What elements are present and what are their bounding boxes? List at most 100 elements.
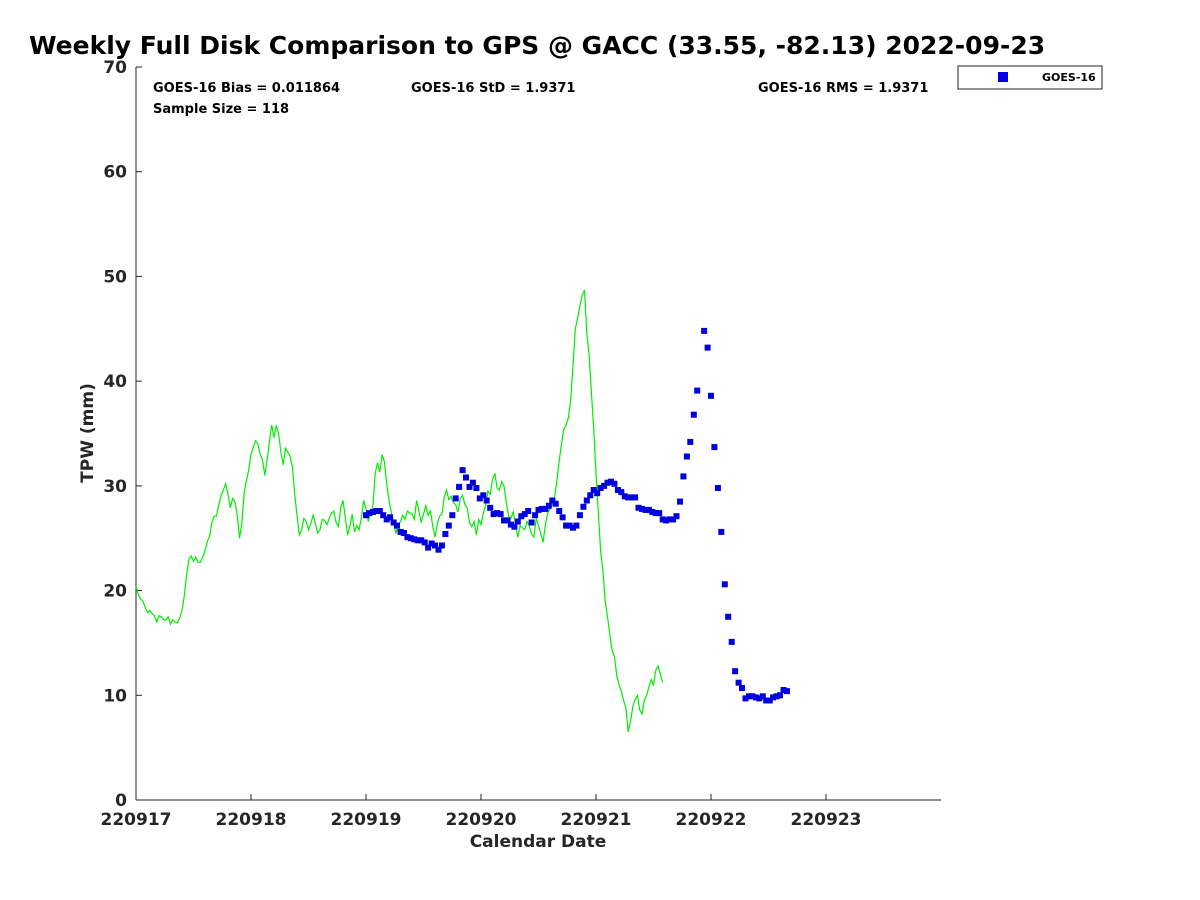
goes16-point xyxy=(549,497,556,504)
goes16-point xyxy=(645,506,652,513)
x-tick-label: 220919 xyxy=(331,810,402,830)
y-tick-label: 70 xyxy=(103,58,127,78)
goes16-point xyxy=(608,478,614,485)
goes16-point xyxy=(570,524,576,531)
legend-marker-goes16 xyxy=(998,72,1008,82)
goes16-point xyxy=(773,693,780,700)
goes16-point xyxy=(690,411,697,418)
goes16-point xyxy=(411,536,418,543)
goes16-point xyxy=(363,512,369,519)
x-axis-label: Calendar Date xyxy=(470,832,607,852)
goes16-point xyxy=(532,512,539,519)
goes16-point xyxy=(476,495,483,502)
goes16-point xyxy=(566,522,573,529)
goes16-point xyxy=(466,483,473,490)
goes16-point xyxy=(756,695,763,702)
goes16-point xyxy=(463,474,469,481)
goes16-point xyxy=(501,517,507,524)
goes16-point xyxy=(670,516,677,523)
goes16-point xyxy=(383,516,390,523)
series-gps-line xyxy=(135,289,664,733)
goes16-point xyxy=(652,510,659,517)
goes16-point xyxy=(480,492,487,499)
goes16-point xyxy=(552,500,559,507)
goes16-point xyxy=(666,516,673,523)
goes16-point xyxy=(369,509,376,515)
goes16-point xyxy=(632,494,639,501)
y-tick-label: 10 xyxy=(103,686,127,706)
goes16-point xyxy=(649,509,656,515)
goes16-point xyxy=(642,506,649,513)
goes16-point xyxy=(783,688,790,695)
goes16-point xyxy=(680,473,687,480)
goes16-point xyxy=(766,697,773,704)
stat-sample-size: Sample Size = 118 xyxy=(153,102,289,117)
goes16-point xyxy=(659,516,666,523)
goes16-point xyxy=(380,512,387,519)
goes16-point xyxy=(490,511,497,518)
goes16-point xyxy=(718,528,725,535)
goes16-point xyxy=(528,519,535,526)
goes16-point xyxy=(390,519,397,526)
goes16-point xyxy=(656,510,663,517)
goes16-point xyxy=(711,444,718,451)
goes16-point xyxy=(545,502,552,509)
x-tick-label: 220920 xyxy=(446,810,517,830)
y-tick-label: 20 xyxy=(103,582,127,602)
goes16-point xyxy=(563,522,570,529)
goes16-point xyxy=(487,504,494,511)
goes16-point xyxy=(590,487,597,493)
goes16-point xyxy=(407,535,414,542)
x-tick-label: 220923 xyxy=(791,810,862,830)
goes16-point xyxy=(452,495,459,502)
goes16-point xyxy=(400,530,407,536)
x-tick-label: 220917 xyxy=(101,810,172,830)
goes16-point xyxy=(597,485,604,491)
goes16-point xyxy=(725,613,732,620)
goes16-point xyxy=(628,494,635,501)
y-tick-label: 30 xyxy=(103,477,127,497)
goes16-point xyxy=(432,542,438,549)
goes16-point xyxy=(535,506,542,513)
goes16-point xyxy=(701,327,708,334)
goes16-point xyxy=(497,511,504,518)
goes16-point xyxy=(414,537,421,544)
goes16-point xyxy=(780,687,787,693)
x-ticks: 220917 220918 220919 220920 220921 220922 2209… xyxy=(101,794,862,830)
goes16-point xyxy=(438,542,445,549)
goes16-point xyxy=(732,668,739,675)
goes16-point xyxy=(604,479,611,486)
goes16-point xyxy=(473,485,480,491)
x-tick-label: 220918 xyxy=(216,810,287,830)
goes16-point xyxy=(397,528,404,535)
y-axis-label: TPW (mm) xyxy=(78,383,98,483)
goes16-point xyxy=(376,508,383,514)
stat-bias: GOES-16 Bias = 0.011864 xyxy=(153,81,340,96)
plot-area: 0 10 20 30 40 50 60 70 220917 220918 220919 220920… xyxy=(101,58,941,830)
goes16-point xyxy=(518,513,525,520)
goes16-point xyxy=(770,694,777,701)
goes16-point xyxy=(442,531,449,537)
goes16-point xyxy=(538,505,545,512)
goes16-point xyxy=(576,512,583,519)
goes16-point xyxy=(639,505,645,512)
goes16-point xyxy=(739,685,745,691)
x-tick-label: 220921 xyxy=(561,810,632,830)
stat-std: GOES-16 StD = 1.9371 xyxy=(411,81,575,96)
goes16-point xyxy=(683,453,690,460)
goes16-point xyxy=(708,392,714,399)
goes16-point xyxy=(777,692,783,699)
y-ticks: 0 10 20 30 40 50 60 70 xyxy=(103,58,142,811)
goes16-point xyxy=(694,387,701,394)
goes16-point xyxy=(742,695,749,702)
goes16-point xyxy=(749,693,756,700)
goes16-point xyxy=(435,546,442,553)
goes16-point xyxy=(673,513,680,520)
goes16-point xyxy=(763,697,770,704)
goes16-point xyxy=(556,508,563,514)
goes16-point xyxy=(714,485,721,491)
goes16-point xyxy=(587,492,594,499)
goes16-point xyxy=(704,344,711,351)
goes16-point xyxy=(387,514,394,521)
